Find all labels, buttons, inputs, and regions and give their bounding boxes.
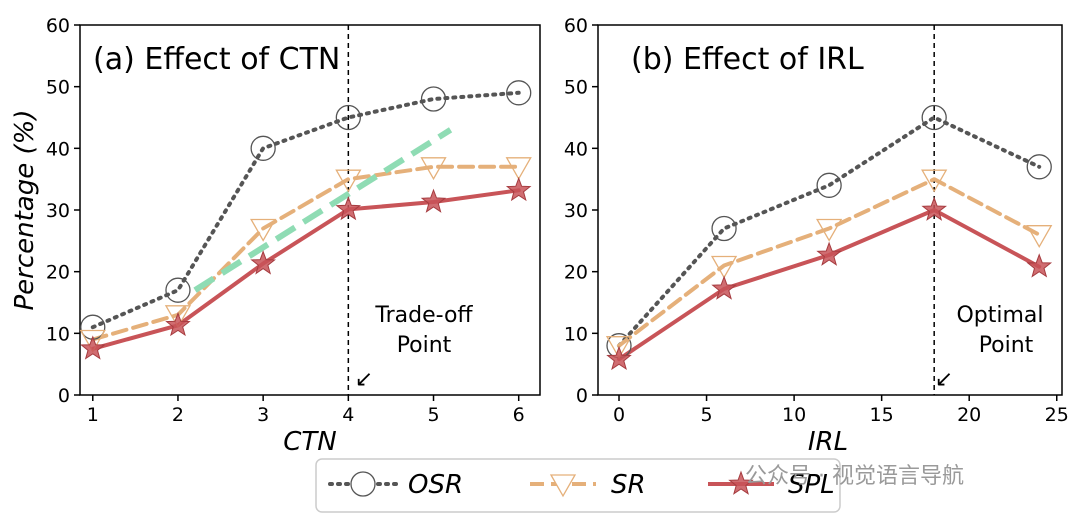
panel-b-spl-point-2: [816, 241, 842, 266]
panel-b-xtick-label-1: 5: [701, 404, 713, 426]
panel-b-spl-line: [617, 208, 1042, 362]
panel-a-spl-line: [90, 188, 521, 351]
panel-a-osr-point-1: [165, 277, 191, 303]
panel-b-xtick-label-5: 25: [1045, 404, 1069, 426]
panel-b-sr-point-1: [710, 255, 738, 279]
legend-spl-label: SPL: [788, 470, 835, 500]
legend-glyphs: [328, 470, 774, 498]
panel-b-osr-line: [617, 115, 1042, 348]
panel-b-ytick-label-4: 40: [564, 138, 588, 160]
panel-b-xtick-label-2: 10: [782, 404, 806, 426]
panel-b-sr-point-3: [921, 169, 948, 193]
panel-b-ytick-label-3: 30: [564, 200, 588, 222]
panel-a-spl-point-2: [250, 250, 276, 275]
panel-b-xtick-label-4: 20: [957, 404, 981, 426]
panel-a-sr-point-2: [250, 218, 277, 242]
panel-a-osr-point-3: [335, 104, 361, 131]
panel-a-osr-point-2: [250, 135, 276, 161]
panel-a-annotation-line2: Point: [397, 333, 452, 358]
panel-a-xtick-label-0: 1: [87, 404, 99, 426]
panel-a-annotation-arrow: ↙: [355, 367, 373, 392]
panel-b-ytick-label-1: 10: [564, 323, 588, 345]
panel-a-sr-point-1: [164, 305, 192, 329]
panel-a-ytick-label-6: 60: [46, 15, 70, 37]
panel-b-osr-point-4: [1026, 154, 1052, 180]
panel-a-xtick-label-4: 5: [427, 404, 439, 426]
panel-a-xlabel: CTN: [283, 427, 337, 457]
panel-b-osr-point-1: [711, 215, 737, 242]
legend-osr-label: OSR: [408, 470, 463, 500]
panel-b-spl-point-1: [711, 275, 737, 300]
panel-a-sr-line: [90, 164, 521, 342]
panel-b-ytick-label-6: 60: [564, 15, 588, 37]
panel-b-sr-point-2: [816, 218, 843, 242]
legend-osr-marker: [350, 471, 376, 497]
panel-a-sr-point-5: [505, 157, 532, 181]
panel-b: 0 5 10 15 20 25 0 10 20 30 40 50 60 (b) Effect of IR…: [564, 15, 1069, 457]
panel-b-annotation-line1: Optimal: [956, 303, 1043, 328]
legend-spl-marker: [728, 470, 754, 495]
panel-b-plot-layer: 0 5 10 15 20 25 0 10 20 30 40 50 60: [564, 15, 1069, 426]
legend-sr-label: SR: [611, 470, 646, 500]
panel-a-title: (a) Effect of CTN: [93, 42, 340, 77]
panel-a-sr-point-4: [420, 157, 447, 181]
panel-a-osr-line: [90, 90, 521, 330]
legend-sr-marker: [549, 474, 577, 498]
panel-a-ytick-label-4: 40: [46, 138, 70, 160]
panel-a-axes-frame: [79, 24, 541, 396]
panel-b-osr-point-3: [921, 104, 947, 131]
panel-a-xtick-label-3: 4: [342, 404, 354, 426]
panel-b-ytick-label-5: 50: [564, 77, 588, 99]
panel-b-osr-point-2: [816, 172, 842, 198]
panel-a-ytick-label-3: 30: [46, 200, 70, 222]
panel-a-ylabel: Percentage (%): [10, 109, 40, 310]
panel-b-title: (b) Effect of IRL: [631, 42, 864, 77]
panel-a-ytick-label-0: 0: [58, 385, 70, 407]
panel-b-annotation-arrow: ↙: [935, 367, 953, 392]
panel-b-xlabel: IRL: [808, 427, 848, 457]
panel-a-annotation-line1: Trade-off: [374, 303, 473, 328]
panel-a-spl-point-0: [80, 335, 106, 360]
panel-a-sr-point-3: [335, 169, 362, 193]
panel-b-annotation-line2: Point: [979, 333, 1034, 358]
panel-a-trend-line: [193, 127, 453, 293]
panel-a-sr-point-0: [79, 329, 106, 353]
legend: OSR SR SPL: [315, 458, 841, 513]
panel-b-ytick-label-2: 20: [564, 262, 588, 284]
panel-b-xtick-label-3: 15: [870, 404, 894, 426]
panel-a-xtick-label-5: 6: [513, 404, 525, 426]
panel-a-spl-point-3: [335, 195, 362, 221]
panel-b-sr-line: [617, 177, 1042, 348]
panel-a-spl-point-5: [505, 176, 532, 202]
panel-a-spl-point-1: [165, 311, 191, 337]
panel-b-spl-point-4: [1026, 253, 1053, 278]
panel-b-xtick-label-0: 0: [613, 404, 625, 426]
panel-b-sr-point-4: [1026, 225, 1053, 248]
panel-a-spl-point-4: [420, 188, 447, 213]
watermark-text: 公众号 · 视觉语言导航: [745, 464, 964, 489]
panel-a-ytick-label-5: 50: [46, 77, 70, 99]
panel-a-osr-point-5: [506, 80, 532, 106]
panel-a-xtick-label-2: 3: [257, 404, 269, 426]
panel-a-ytick-label-2: 20: [46, 262, 70, 284]
panel-a-osr-point-4: [420, 86, 447, 112]
panel-b-spl-point-3: [921, 196, 947, 221]
panel-b-ytick-label-0: 0: [576, 385, 588, 407]
panel-b-spl-point-0: [606, 345, 632, 371]
panel-b-sr-point-0: [605, 336, 633, 359]
panel-a-ytick-label-1: 10: [46, 323, 70, 345]
panel-a-xtick-label-1: 2: [172, 404, 184, 426]
